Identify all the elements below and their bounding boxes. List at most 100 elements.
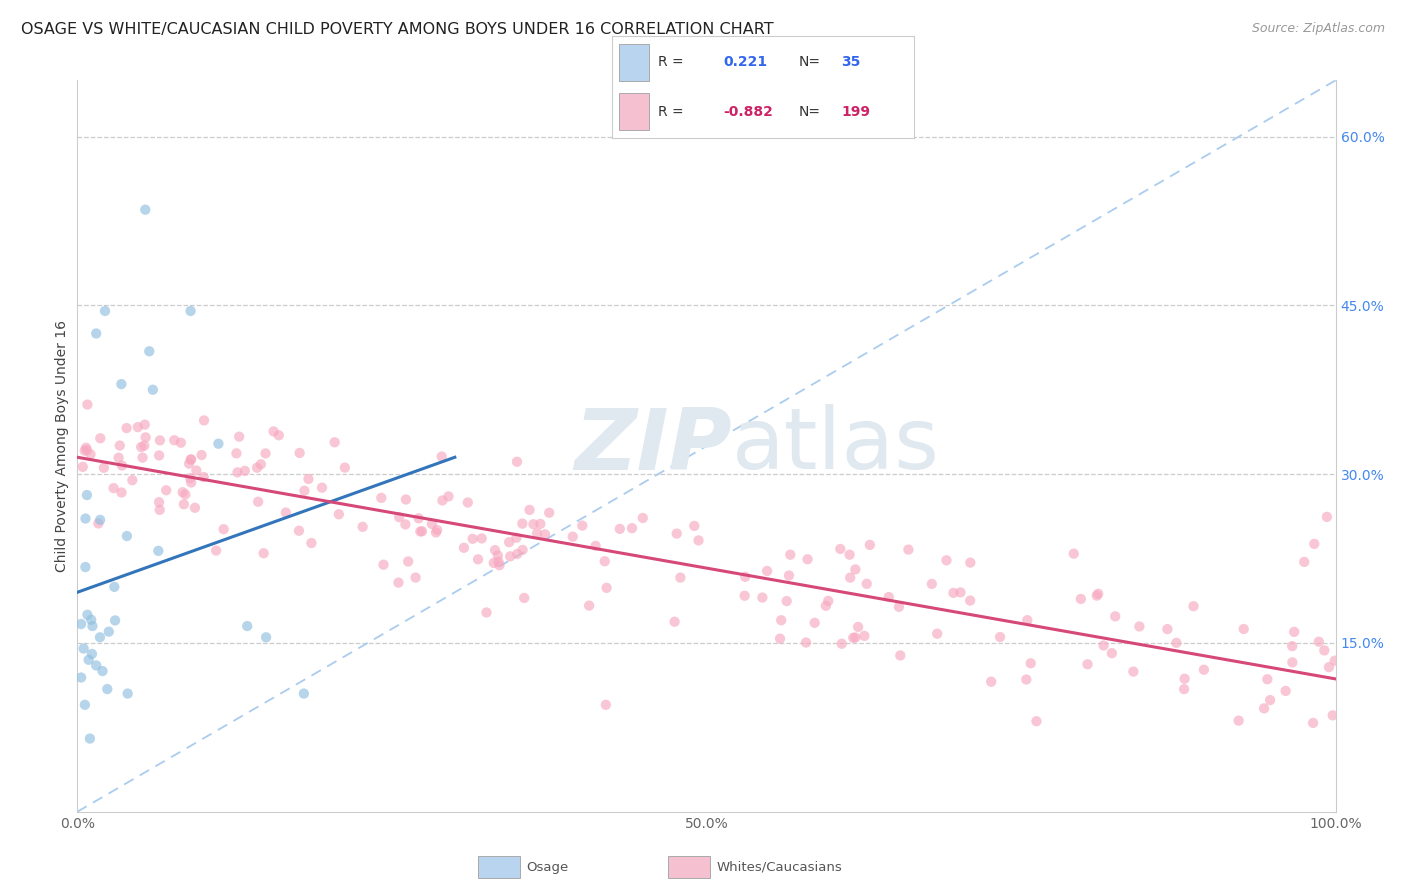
Point xyxy=(688,533,710,548)
Point xyxy=(778,568,800,582)
Point xyxy=(927,626,949,640)
Point xyxy=(263,425,285,439)
Point xyxy=(578,599,600,613)
Point xyxy=(770,613,793,627)
Point xyxy=(76,443,98,458)
Point xyxy=(134,439,156,453)
Point xyxy=(498,535,520,549)
Point xyxy=(571,518,593,533)
Point xyxy=(70,671,93,685)
Point xyxy=(842,631,865,645)
Point xyxy=(212,522,235,536)
Point xyxy=(1282,624,1305,639)
Point xyxy=(734,570,756,584)
Point xyxy=(779,548,801,562)
Text: OSAGE VS WHITE/CAUCASIAN CHILD POVERTY AMONG BOYS UNDER 16 CORRELATION CHART: OSAGE VS WHITE/CAUCASIAN CHILD POVERTY A… xyxy=(21,22,773,37)
Point xyxy=(104,614,127,628)
Point xyxy=(89,630,111,644)
Point xyxy=(814,599,837,613)
Point xyxy=(855,577,877,591)
Point xyxy=(80,647,103,661)
Point xyxy=(534,527,557,541)
Point xyxy=(595,581,617,595)
Point xyxy=(488,555,510,569)
Point xyxy=(117,687,139,701)
Point xyxy=(186,463,208,477)
Point xyxy=(669,571,692,585)
Point xyxy=(1019,657,1042,671)
Point xyxy=(190,448,212,462)
Point xyxy=(526,526,548,541)
Point xyxy=(1233,622,1256,636)
Point xyxy=(482,556,505,570)
Point xyxy=(163,433,186,447)
Point xyxy=(488,558,510,573)
Point xyxy=(352,520,374,534)
Point xyxy=(1128,619,1150,633)
Point xyxy=(148,544,170,558)
Point xyxy=(1227,714,1250,728)
Point xyxy=(1173,682,1195,697)
Y-axis label: Child Poverty Among Boys Under 16: Child Poverty Among Boys Under 16 xyxy=(55,320,69,572)
Point xyxy=(323,435,346,450)
Point xyxy=(77,653,100,667)
Point xyxy=(115,529,138,543)
Point xyxy=(110,485,132,500)
Point xyxy=(274,506,297,520)
Point xyxy=(70,617,93,632)
Point xyxy=(846,620,869,634)
Point xyxy=(595,698,617,712)
Point xyxy=(988,630,1011,644)
Point xyxy=(609,522,631,536)
Point xyxy=(467,552,489,566)
Point xyxy=(138,344,160,359)
Point xyxy=(803,615,825,630)
Point xyxy=(1253,701,1275,715)
Text: R =: R = xyxy=(658,55,685,70)
Point xyxy=(292,687,315,701)
Point xyxy=(506,547,529,561)
Point xyxy=(79,731,101,746)
Text: 0.221: 0.221 xyxy=(724,55,768,70)
Point xyxy=(108,438,131,452)
Point xyxy=(121,473,143,487)
Point xyxy=(184,500,207,515)
Point xyxy=(84,658,107,673)
Point xyxy=(457,495,479,509)
Point xyxy=(228,429,250,443)
Point xyxy=(1087,587,1109,601)
Point xyxy=(388,510,411,524)
Point xyxy=(72,641,94,656)
Point xyxy=(115,421,138,435)
Point xyxy=(949,585,972,599)
Point xyxy=(96,682,118,697)
Point xyxy=(817,594,839,608)
Point xyxy=(411,524,433,539)
Point xyxy=(405,570,427,584)
Point xyxy=(1166,636,1188,650)
Text: Source: ZipAtlas.com: Source: ZipAtlas.com xyxy=(1251,22,1385,36)
Point xyxy=(561,530,583,544)
Text: atlas: atlas xyxy=(731,404,939,488)
Point xyxy=(73,443,96,458)
Point xyxy=(1192,663,1215,677)
Point xyxy=(1323,654,1346,668)
Point xyxy=(193,470,215,484)
Point xyxy=(538,506,561,520)
Point xyxy=(236,619,259,633)
Point xyxy=(247,495,270,509)
Point xyxy=(471,532,494,546)
Point xyxy=(665,526,688,541)
Point xyxy=(84,326,107,341)
Point xyxy=(1308,634,1330,648)
Text: N=: N= xyxy=(799,55,821,70)
Point xyxy=(1092,639,1115,653)
Point xyxy=(921,577,943,591)
Point xyxy=(172,485,194,500)
Point xyxy=(79,447,101,461)
Point xyxy=(585,539,607,553)
Point xyxy=(173,497,195,511)
Point xyxy=(180,452,202,467)
Point xyxy=(311,481,333,495)
Point xyxy=(254,630,277,644)
